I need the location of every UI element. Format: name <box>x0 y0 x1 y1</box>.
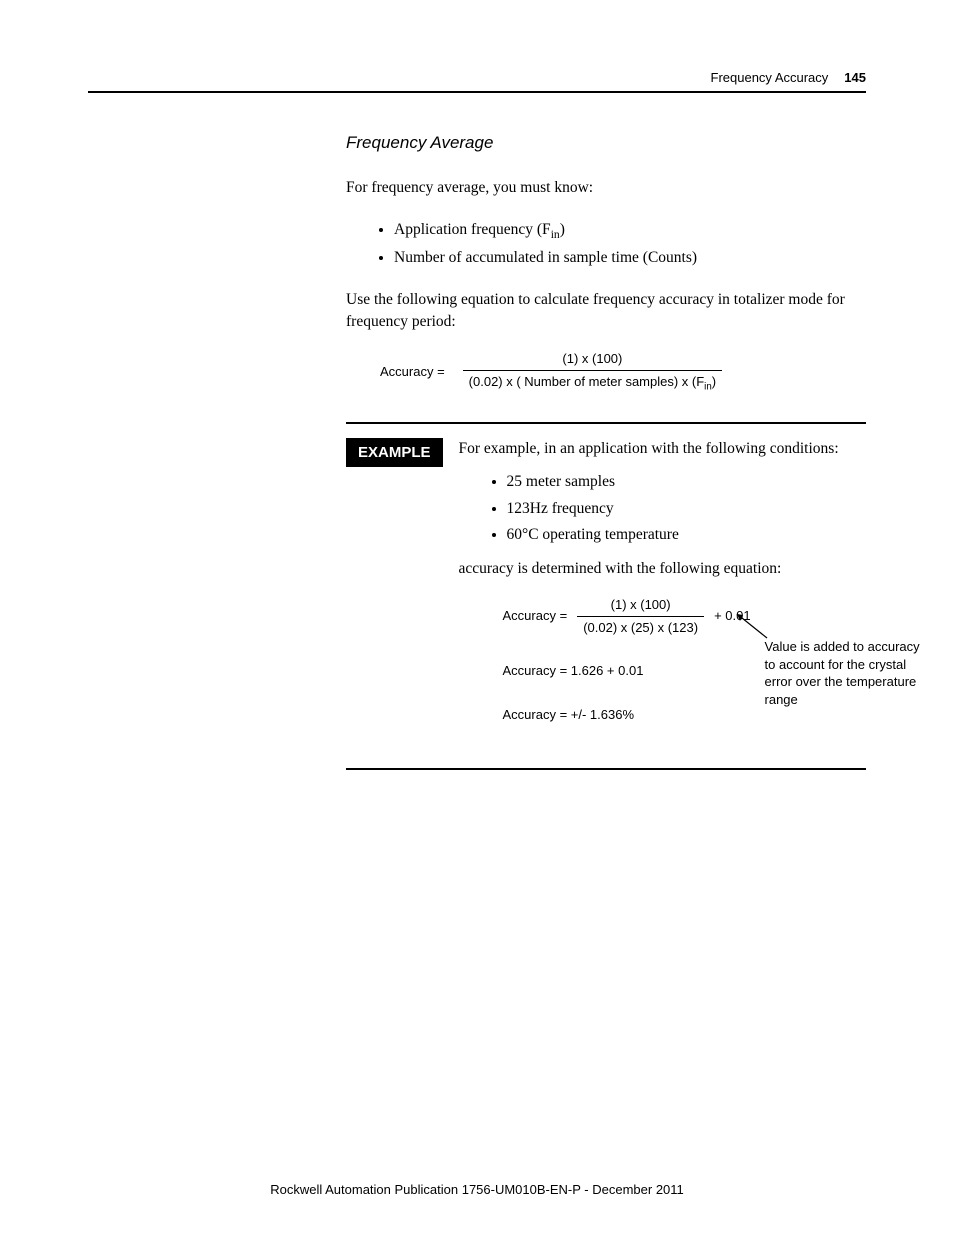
list-item: Number of accumulated in sample time (Co… <box>394 245 866 271</box>
list-item: 123Hz frequency <box>507 496 866 522</box>
den-post: ) <box>712 374 716 389</box>
header-page-number: 145 <box>844 70 866 85</box>
page-footer: Rockwell Automation Publication 1756-UM0… <box>0 1182 954 1197</box>
list-item-text-tail: ) <box>560 221 565 238</box>
list-item-text: Number of accumulated in sample time (Co… <box>394 249 697 266</box>
den-pre: (0.02) x ( Number of meter samples) x (F <box>469 374 705 389</box>
equation-lhs: Accuracy = <box>380 364 445 379</box>
list-item: 25 meter samples <box>507 469 866 495</box>
example-conditions-list: 25 meter samples 123Hz frequency 60°C op… <box>507 469 866 548</box>
example-closing: accuracy is determined with the followin… <box>459 558 866 580</box>
example-inner: EXAMPLE For example, in an application w… <box>346 438 866 751</box>
equation-denominator: (0.02) x ( Number of meter samples) x (F… <box>463 370 722 394</box>
equation-lead-text: Use the following equation to calculate … <box>346 289 866 332</box>
page: Frequency Accuracy 145 Frequency Average… <box>0 0 954 1235</box>
equation-1: Accuracy = (1) x (100) (0.02) x ( Number… <box>380 350 866 393</box>
equation-numerator: (1) x (100) <box>605 596 677 616</box>
section-title: Frequency Average <box>346 133 866 153</box>
example-badge: EXAMPLE <box>346 438 443 467</box>
equation-fraction: (1) x (100) (0.02) x ( Number of meter s… <box>463 350 722 393</box>
content-column: Frequency Average For frequency average,… <box>346 133 866 770</box>
intro-text: For frequency average, you must know: <box>346 177 866 199</box>
equation-fraction: (1) x (100) (0.02) x (25) x (123) <box>577 596 704 636</box>
annotation-text: Value is added to accuracy to account fo… <box>765 638 925 708</box>
header-chapter-title: Frequency Accuracy <box>711 70 829 85</box>
header-rule <box>88 91 866 93</box>
equation-denominator: (0.02) x (25) x (123) <box>577 616 704 637</box>
list-item: 60°C operating temperature <box>507 522 866 548</box>
equation-numerator: (1) x (100) <box>556 350 628 370</box>
example-eq-1: Accuracy = (1) x (100) (0.02) x (25) x (… <box>503 596 866 636</box>
list-item: Application frequency (Fin) <box>394 217 866 245</box>
requirements-list: Application frequency (Fin) Number of ac… <box>394 217 866 271</box>
list-item-text: Application frequency (F <box>394 221 551 238</box>
subscript: in <box>551 228 560 241</box>
equation-lhs: Accuracy = <box>503 607 568 625</box>
example-lead: For example, in an application with the … <box>459 438 866 460</box>
subscript: in <box>704 381 712 392</box>
example-body: For example, in an application with the … <box>459 438 866 751</box>
example-eq-3: Accuracy = +/- 1.636% <box>503 706 866 724</box>
example-equation-area: Accuracy = (1) x (100) (0.02) x (25) x (… <box>503 596 866 724</box>
example-block: EXAMPLE For example, in an application w… <box>346 422 866 771</box>
page-header: Frequency Accuracy 145 <box>88 70 866 85</box>
